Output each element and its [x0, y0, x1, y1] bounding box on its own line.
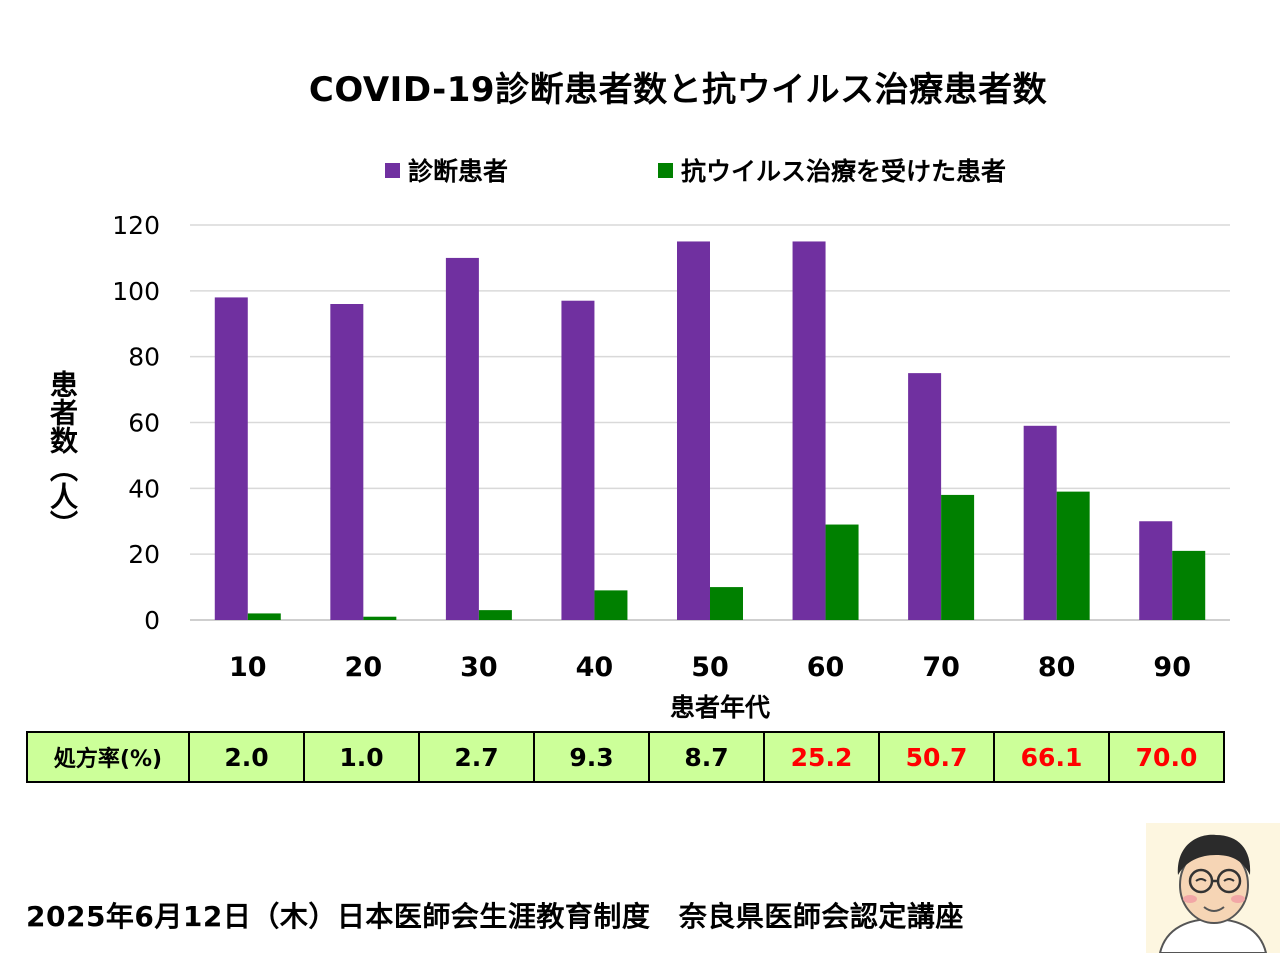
- bar-treated-80: [1056, 491, 1090, 620]
- bar-treated-40: [594, 590, 628, 620]
- chart-title: COVID-19診断患者数と抗ウイルス治療患者数: [308, 70, 1048, 110]
- y-tick-label: 0: [144, 606, 160, 635]
- y-tick-label: 60: [128, 409, 160, 438]
- legend-item-treated: 抗ウイルス治療を受けた患者: [658, 152, 1006, 188]
- bar-treated-20: [363, 616, 397, 620]
- rate-cell-70: 50.7: [878, 731, 995, 783]
- x-tick-label: 50: [691, 652, 729, 683]
- bar-diagnosed-60: [792, 241, 826, 621]
- x-tick-label: 20: [345, 652, 383, 683]
- rate-cell-10: 2.0: [188, 731, 305, 783]
- y-tick-label: 80: [128, 343, 160, 372]
- y-tick-label: 120: [112, 211, 160, 240]
- x-tick-label: 10: [229, 652, 267, 683]
- footer-text: 2025年6月12日（木）日本医師会生涯教育制度 奈良県医師会認定講座: [26, 900, 964, 933]
- legend-label-diagnosed: 診断患者: [408, 157, 509, 186]
- bar-treated-60: [825, 524, 859, 620]
- x-axis-ticks: 10 20 30 40 50 60 70 80 90: [229, 652, 1191, 683]
- rate-row: 処方率(%) 2.0 1.0 2.7 9.3 8.7 25.2 50.7 66.…: [26, 731, 1225, 783]
- legend-swatch-treated: [658, 162, 674, 178]
- y-axis-label: 患者数（人）: [46, 370, 79, 538]
- legend-swatch-diagnosed: [385, 162, 400, 178]
- bar-diagnosed-30: [445, 257, 479, 620]
- y-axis-ticks: 0 20 40 60 80 100 120: [112, 211, 160, 635]
- bar-treated-50: [710, 587, 743, 620]
- x-tick-label: 60: [807, 652, 845, 683]
- bar-diagnosed-70: [908, 373, 942, 620]
- bar-diagnosed-40: [561, 300, 595, 620]
- chart-legend: 診断患者 抗ウイルス治療を受けた患者: [385, 153, 1156, 187]
- bar-treated-90: [1172, 550, 1206, 620]
- bar-diagnosed-90: [1139, 521, 1173, 620]
- rate-cell-80: 66.1: [993, 731, 1110, 783]
- rate-cell-60: 25.2: [763, 731, 880, 783]
- bar-diagnosed-80: [1023, 425, 1057, 620]
- x-tick-label: 80: [1038, 652, 1076, 683]
- x-tick-label: 90: [1153, 652, 1191, 683]
- rate-cell-90: 70.0: [1108, 731, 1225, 783]
- prescription-rate-table: 処方率(%) 2.0 1.0 2.7 9.3 8.7 25.2 50.7 66.…: [26, 731, 1225, 783]
- y-tick-label: 20: [128, 540, 160, 569]
- rate-cell-50: 8.7: [648, 731, 765, 783]
- rate-cell-40: 9.3: [533, 731, 650, 783]
- y-tick-label: 100: [112, 277, 160, 306]
- rate-cell-30: 2.7: [418, 731, 535, 783]
- y-tick-label: 40: [128, 474, 160, 503]
- bar-treated-70: [941, 494, 975, 620]
- bar-treated-10: [247, 613, 281, 620]
- x-tick-label: 70: [922, 652, 960, 683]
- doctor-avatar: [1146, 823, 1280, 954]
- bar-diagnosed-20: [330, 304, 364, 620]
- legend-label-treated: 抗ウイルス治療を受けた患者: [681, 157, 1007, 186]
- legend-item-diagnosed: 診断患者: [385, 152, 508, 188]
- bar-chart: 0 20 40 60 80 100 120 10 20 30 40 50 60 70 80 90: [112, 211, 1230, 683]
- rate-cell-20: 1.0: [303, 731, 420, 783]
- rate-header-cell: 処方率(%): [26, 731, 190, 783]
- bar-diagnosed-50: [677, 241, 710, 621]
- bar-diagnosed-10: [214, 297, 248, 620]
- x-axis-label: 患者年代: [669, 693, 770, 722]
- doctor-avatar-illustration: [1158, 834, 1268, 954]
- bars: [214, 241, 1206, 621]
- x-tick-label: 40: [576, 652, 614, 683]
- x-tick-label: 30: [460, 652, 498, 683]
- bar-treated-30: [478, 610, 512, 620]
